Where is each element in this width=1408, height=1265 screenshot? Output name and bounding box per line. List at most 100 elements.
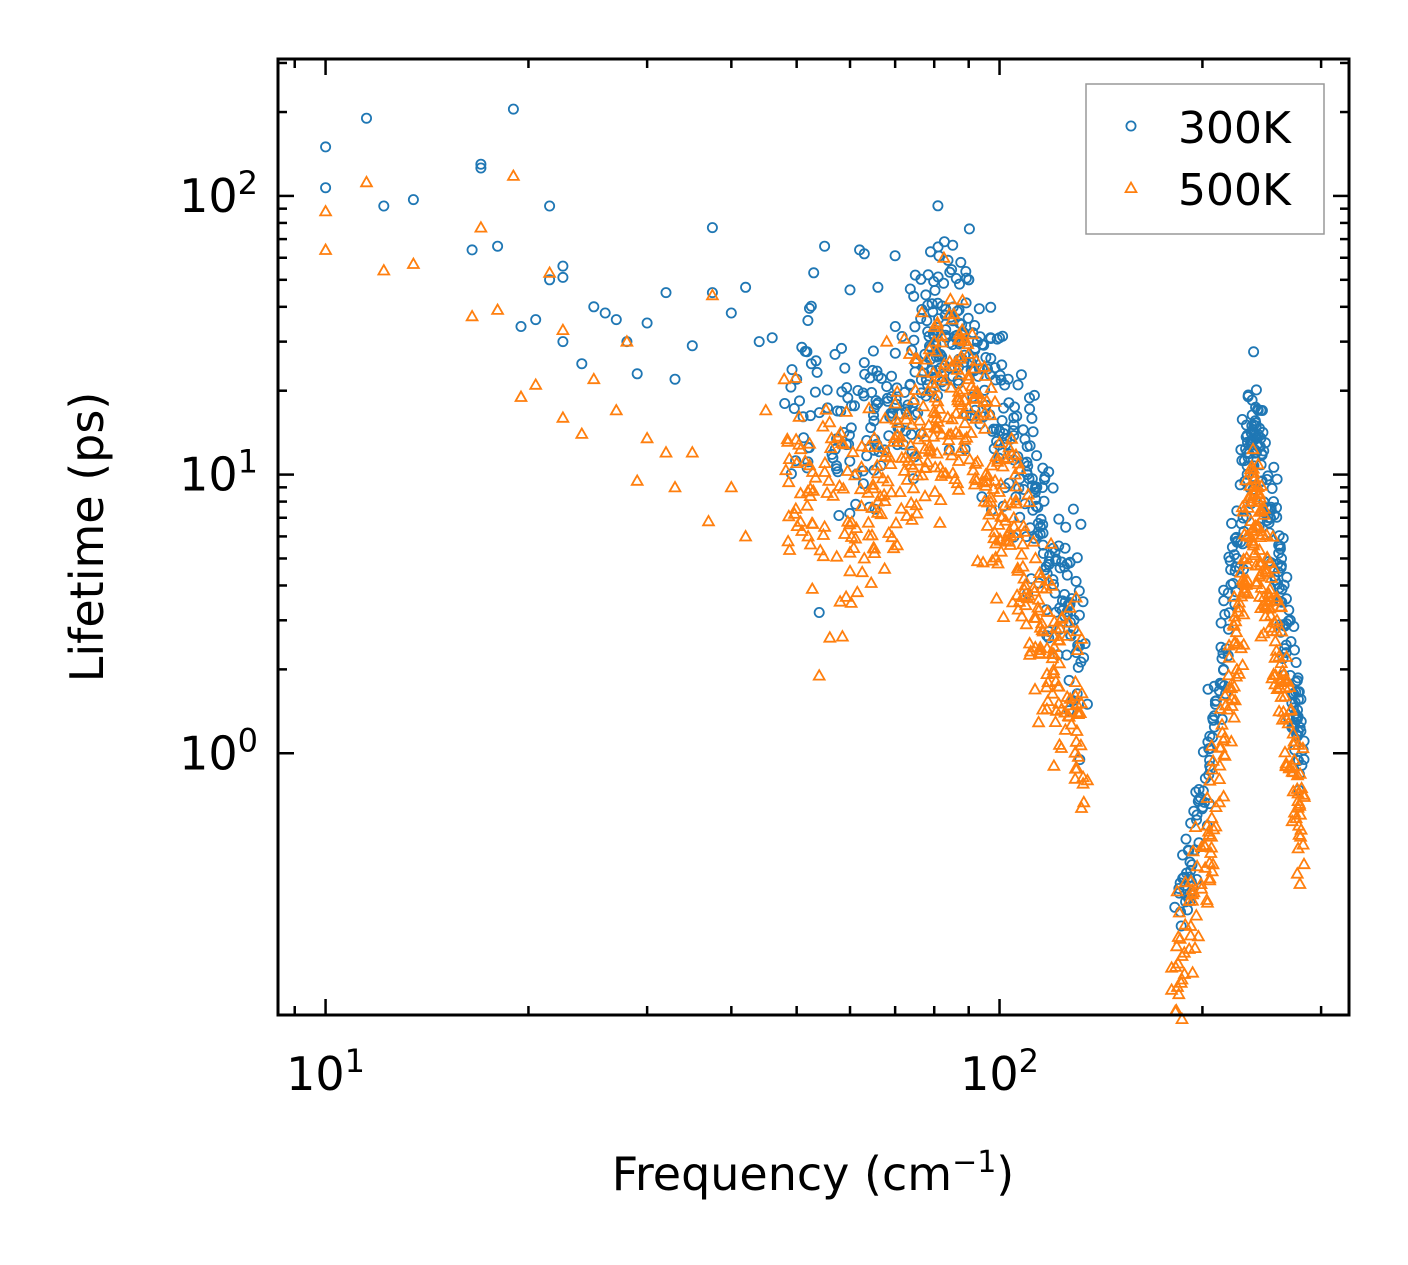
data-point bbox=[1232, 595, 1247, 608]
data-point bbox=[800, 498, 815, 511]
data-point bbox=[985, 352, 997, 364]
data-point bbox=[1202, 855, 1217, 868]
data-point bbox=[794, 523, 809, 536]
data-point bbox=[1053, 513, 1065, 525]
data-point bbox=[1175, 920, 1187, 932]
data-point bbox=[1059, 561, 1071, 573]
data-point bbox=[1227, 618, 1242, 631]
data-point bbox=[805, 300, 817, 312]
data-point bbox=[983, 407, 998, 421]
data-point bbox=[1026, 580, 1041, 593]
data-point bbox=[378, 200, 390, 212]
data-point bbox=[506, 168, 521, 181]
data-point bbox=[994, 544, 1009, 557]
data-point bbox=[979, 393, 994, 406]
data-point bbox=[934, 335, 949, 348]
data-point bbox=[909, 497, 924, 511]
data-point bbox=[1286, 726, 1301, 739]
x-tick-label: 101 bbox=[286, 1042, 365, 1101]
data-point bbox=[1276, 553, 1288, 565]
data-point bbox=[793, 514, 808, 527]
data-point bbox=[1236, 607, 1251, 620]
data-point bbox=[475, 162, 487, 174]
data-point bbox=[914, 305, 929, 318]
data-point bbox=[1080, 773, 1095, 786]
legend-marker-300K bbox=[1125, 120, 1137, 132]
data-point bbox=[1272, 680, 1287, 693]
data-point bbox=[918, 488, 932, 502]
data-point bbox=[836, 481, 851, 494]
data-point bbox=[1254, 580, 1269, 593]
data-point bbox=[980, 351, 992, 363]
data-point bbox=[1047, 482, 1059, 494]
data-point bbox=[1290, 657, 1302, 669]
data-point bbox=[1218, 688, 1233, 701]
data-point bbox=[927, 484, 942, 497]
legend-marker-500K bbox=[1124, 180, 1138, 194]
data-point bbox=[839, 362, 851, 374]
data-point bbox=[1290, 767, 1305, 781]
data-point bbox=[822, 414, 837, 428]
data-point bbox=[832, 466, 844, 478]
data-point bbox=[934, 328, 949, 342]
data-point bbox=[1225, 579, 1237, 591]
data-point bbox=[855, 564, 870, 578]
data-point bbox=[1040, 604, 1055, 617]
data-point bbox=[864, 575, 879, 588]
data-point bbox=[977, 405, 992, 418]
data-point bbox=[1268, 667, 1283, 680]
data-point bbox=[884, 485, 899, 498]
data-point bbox=[854, 498, 869, 512]
data-point bbox=[1031, 450, 1043, 462]
data-point bbox=[969, 353, 984, 366]
data-point bbox=[854, 439, 869, 452]
data-point bbox=[1260, 551, 1275, 564]
data-point bbox=[1018, 577, 1033, 591]
data-point bbox=[1206, 856, 1220, 870]
data-point bbox=[1046, 628, 1061, 641]
data-point bbox=[1188, 940, 1202, 953]
data-point bbox=[1014, 609, 1029, 622]
data-point bbox=[990, 454, 1005, 467]
data-point bbox=[1004, 431, 1019, 444]
data-point bbox=[996, 415, 1008, 427]
data-point bbox=[1005, 595, 1020, 608]
data-point bbox=[1075, 518, 1087, 530]
data-point bbox=[952, 427, 967, 440]
data-point bbox=[1060, 689, 1075, 702]
data-point bbox=[927, 420, 942, 433]
data-point bbox=[1296, 837, 1311, 850]
data-point bbox=[1204, 810, 1219, 823]
data-point bbox=[912, 413, 927, 426]
data-point bbox=[980, 518, 995, 531]
data-point bbox=[964, 425, 979, 438]
data-point bbox=[984, 458, 999, 471]
data-point bbox=[1022, 647, 1037, 660]
data-point bbox=[918, 429, 933, 442]
data-point bbox=[685, 445, 700, 458]
data-point bbox=[576, 358, 588, 370]
data-point bbox=[1255, 527, 1270, 540]
data-point bbox=[908, 382, 923, 395]
data-point bbox=[1001, 450, 1016, 463]
data-point bbox=[960, 272, 972, 284]
data-point bbox=[701, 514, 716, 527]
data-point bbox=[870, 466, 885, 479]
data-point bbox=[957, 432, 972, 445]
data-point bbox=[955, 382, 970, 395]
data-point bbox=[821, 384, 833, 396]
data-point bbox=[962, 312, 974, 324]
data-point bbox=[1032, 645, 1047, 659]
data-point bbox=[1164, 960, 1179, 973]
data-point bbox=[889, 250, 901, 262]
data-point bbox=[1291, 841, 1306, 854]
data-point bbox=[1015, 536, 1030, 550]
data-point bbox=[1199, 892, 1214, 905]
data-point bbox=[1067, 503, 1079, 515]
data-point bbox=[1298, 754, 1310, 766]
data-point bbox=[922, 299, 934, 311]
data-point bbox=[492, 240, 504, 252]
data-point bbox=[1273, 582, 1285, 594]
data-point bbox=[815, 419, 830, 432]
data-point bbox=[928, 406, 943, 419]
